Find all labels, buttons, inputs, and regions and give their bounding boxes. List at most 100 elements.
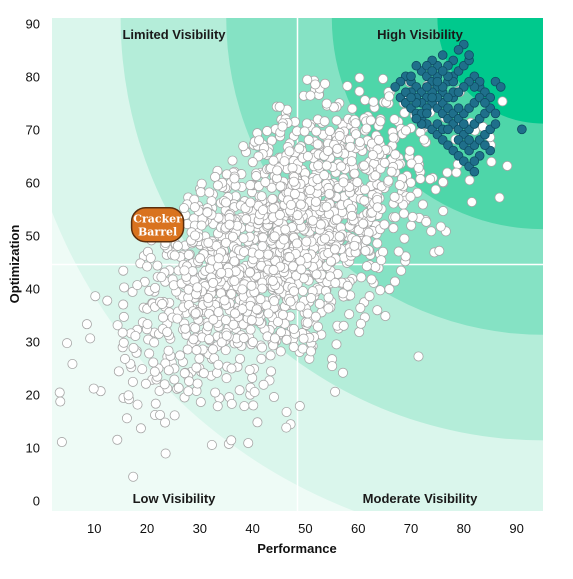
data-point — [272, 316, 283, 327]
data-point — [216, 267, 227, 278]
data-point — [213, 307, 224, 318]
data-point — [275, 346, 286, 357]
data-point — [149, 337, 160, 348]
data-point — [342, 280, 353, 291]
data-point — [81, 319, 92, 330]
data-point — [375, 285, 386, 296]
data-point — [438, 206, 449, 217]
data-point — [88, 383, 99, 394]
data-point — [384, 91, 395, 102]
data-point — [226, 398, 237, 409]
data-point — [269, 231, 280, 242]
data-point — [262, 126, 273, 137]
data-point — [299, 126, 310, 137]
data-point — [354, 137, 365, 148]
data-point — [352, 177, 363, 188]
data-point-highlight — [495, 82, 506, 92]
data-point — [152, 260, 163, 271]
data-point — [331, 214, 342, 225]
data-point — [354, 72, 365, 83]
logo-text-line2: Barrel — [138, 226, 177, 239]
data-point — [289, 188, 300, 199]
data-point-highlight — [422, 108, 432, 119]
data-point — [212, 180, 223, 191]
x-tick-label: 80 — [457, 521, 471, 536]
data-point — [227, 155, 238, 166]
data-point — [417, 199, 428, 210]
data-point — [354, 86, 365, 97]
data-point — [137, 364, 148, 375]
data-point — [149, 366, 160, 377]
data-point — [67, 359, 78, 370]
data-point — [280, 224, 291, 235]
data-point — [451, 167, 462, 178]
data-point — [277, 309, 288, 320]
data-point — [228, 319, 239, 330]
quadrant-label-bottom-left: Low Visibility — [133, 491, 217, 506]
data-point-highlight — [469, 166, 480, 177]
data-point-highlight — [432, 76, 443, 87]
data-point — [210, 387, 221, 398]
data-point — [313, 160, 324, 171]
data-point — [150, 282, 161, 293]
data-point — [305, 346, 316, 357]
x-axis-ticks: 10 20 30 40 50 60 70 80 90 — [87, 521, 524, 536]
data-point — [258, 205, 269, 216]
data-point — [291, 238, 302, 249]
y-tick-label: 50 — [26, 228, 40, 243]
data-point — [284, 252, 295, 263]
data-point — [380, 311, 391, 322]
data-point-highlight — [411, 113, 422, 124]
data-point — [375, 116, 386, 127]
data-point — [207, 344, 218, 355]
x-tick-label: 50 — [298, 521, 312, 536]
x-tick-label: 20 — [140, 521, 154, 536]
data-point — [163, 345, 174, 356]
data-point — [365, 115, 376, 126]
data-point — [396, 265, 407, 276]
data-point — [237, 304, 248, 315]
data-point-highlight — [480, 140, 490, 151]
data-point-highlight — [427, 66, 437, 76]
data-point — [202, 207, 213, 218]
data-point — [195, 187, 206, 198]
data-point — [266, 366, 277, 377]
data-point — [321, 160, 332, 171]
data-point — [306, 293, 317, 304]
data-point — [169, 374, 180, 385]
data-point — [364, 291, 375, 302]
data-point-highlight — [453, 45, 464, 55]
data-point — [372, 238, 383, 249]
data-point — [332, 143, 343, 154]
data-point — [172, 240, 183, 251]
data-point — [307, 215, 318, 226]
data-point — [301, 236, 312, 247]
data-point — [350, 118, 361, 129]
data-point — [180, 323, 191, 334]
data-point — [400, 125, 411, 136]
data-point — [388, 132, 399, 143]
data-point — [281, 422, 292, 433]
data-point — [294, 401, 305, 412]
data-point — [213, 359, 224, 370]
data-point — [142, 319, 153, 330]
data-point — [337, 288, 348, 299]
data-point — [334, 130, 345, 141]
data-point — [390, 212, 401, 223]
data-point — [268, 392, 279, 403]
data-point — [246, 280, 257, 291]
y-tick-label: 20 — [26, 387, 40, 402]
data-point — [127, 286, 138, 297]
data-point — [229, 173, 240, 184]
data-point — [56, 437, 67, 448]
data-point-highlight — [464, 50, 474, 60]
data-point — [241, 214, 252, 225]
data-point — [195, 253, 206, 264]
data-point — [130, 330, 141, 341]
data-point — [323, 145, 334, 156]
data-point — [121, 413, 132, 424]
data-point — [54, 387, 65, 398]
data-point — [379, 219, 390, 230]
data-point — [337, 367, 348, 378]
